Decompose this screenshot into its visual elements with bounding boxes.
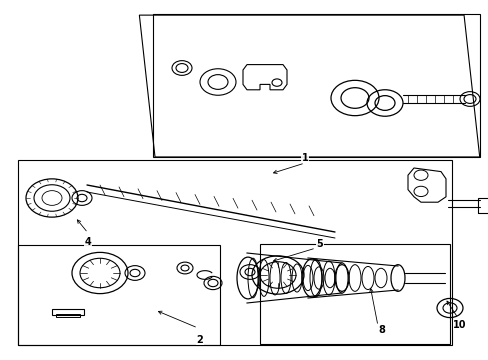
Bar — [477, 198, 488, 213]
Bar — [18, 160, 451, 345]
Text: 4: 4 — [84, 237, 91, 247]
Text: 2: 2 — [196, 335, 203, 345]
Bar — [18, 245, 220, 345]
Bar — [52, 309, 84, 315]
Text: 1: 1 — [301, 153, 308, 163]
Bar — [260, 244, 449, 344]
Text: 5: 5 — [316, 239, 323, 249]
Bar — [56, 314, 80, 317]
Text: 10: 10 — [452, 320, 466, 330]
Text: 8: 8 — [378, 325, 385, 335]
